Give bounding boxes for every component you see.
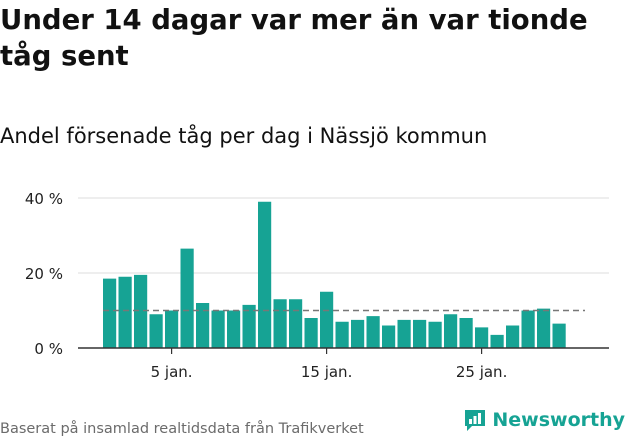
y-tick-label: 0 % (34, 340, 63, 358)
bar (165, 310, 179, 348)
chart-title: Under 14 dagar var mer än var tionde tåg… (0, 4, 588, 72)
bar (273, 299, 287, 348)
bar (149, 314, 163, 348)
bar (397, 319, 411, 348)
newsworthy-logo-icon (465, 410, 486, 431)
x-axis (78, 347, 609, 354)
bar (134, 274, 148, 348)
bar (382, 325, 396, 348)
bar (289, 299, 303, 348)
bar (490, 334, 504, 348)
brand-name: Newsworthy (492, 409, 625, 431)
x-tick-label: 15 jan. (301, 363, 353, 381)
bar (366, 316, 380, 348)
bar (335, 321, 349, 348)
bar (258, 201, 272, 348)
x-axis-tick-labels: 5 jan. 15 jan. 25 jan. (151, 363, 508, 381)
bar (211, 310, 225, 348)
x-tick-label: 25 jan. (456, 363, 508, 381)
bar (242, 304, 256, 348)
y-tick-label: 40 % (25, 190, 63, 208)
bar-chart: 0 % 20 % 40 % 5 jan. 15 jan. 25 jan. (25, 190, 609, 381)
bar (475, 327, 489, 348)
bar (351, 319, 365, 348)
bar (444, 314, 458, 348)
bar (459, 318, 473, 348)
bar (521, 310, 535, 348)
bars (103, 201, 566, 348)
bar (196, 303, 210, 348)
bar (118, 276, 132, 348)
y-axis-tick-labels: 0 % 20 % 40 % (25, 190, 63, 358)
bar (413, 319, 427, 348)
source-note: Baserat på insamlad realtidsdata från Tr… (0, 421, 364, 437)
bar (304, 318, 318, 348)
brand-logo: Newsworthy (463, 408, 625, 432)
grid-lines (78, 197, 609, 274)
bar (103, 278, 117, 348)
y-tick-label: 20 % (25, 265, 63, 283)
x-tick-label: 5 jan. (151, 363, 193, 381)
bar (506, 325, 520, 348)
bar (320, 291, 334, 348)
bar (227, 310, 241, 348)
bar (180, 248, 194, 348)
bar (428, 321, 442, 348)
bar (537, 308, 551, 348)
chart-subtitle: Andel försenade tåg per dag i Nässjö kom… (0, 124, 488, 148)
bar (552, 323, 566, 348)
